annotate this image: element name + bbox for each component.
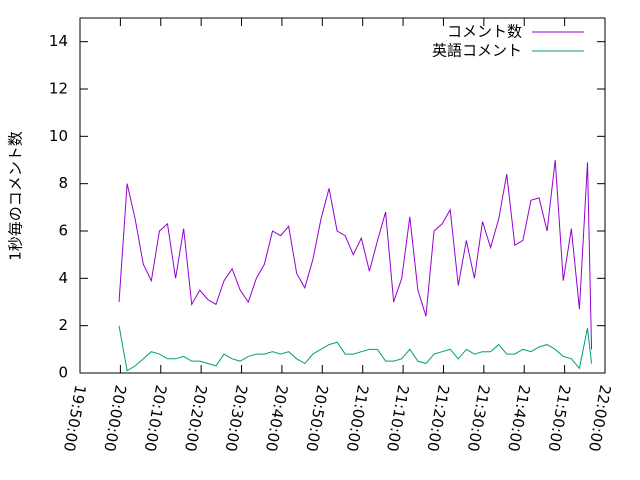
legend-label: 英語コメント <box>432 42 522 60</box>
x-tick-label: 21:30:00 <box>464 384 493 453</box>
x-tick-label: 20:30:00 <box>221 384 250 453</box>
y-tick-label: 2 <box>58 316 68 334</box>
x-tick-label: 21:50:00 <box>545 384 574 453</box>
y-tick-label: 14 <box>49 32 68 50</box>
series-line <box>118 159 593 350</box>
x-tick-label: 20:50:00 <box>302 384 331 453</box>
plot-frame <box>79 17 606 374</box>
y-tick-label: 4 <box>58 269 68 287</box>
x-tick-label: 19:50:00 <box>60 384 89 453</box>
x-tick-label: 21:20:00 <box>423 384 452 453</box>
x-tick-label: 20:00:00 <box>100 384 129 453</box>
x-tick-label: 21:40:00 <box>504 384 533 453</box>
y-tick-label: 8 <box>58 174 68 192</box>
x-tick-label: 21:00:00 <box>343 384 372 453</box>
x-tick-label: 22:00:00 <box>585 384 614 453</box>
y-tick-label: 6 <box>58 222 68 240</box>
x-tick-label: 20:20:00 <box>181 384 210 453</box>
x-tick-label: 20:10:00 <box>141 384 170 453</box>
series-line <box>118 325 593 372</box>
legend-label: コメント数 <box>447 23 522 41</box>
x-tick-label: 20:40:00 <box>262 384 291 453</box>
y-tick-label: 12 <box>49 80 68 98</box>
x-tick-label: 21:10:00 <box>383 384 412 453</box>
y-tick-label: 0 <box>58 364 68 382</box>
y-tick-label: 10 <box>49 127 68 145</box>
y-axis-label: 1秒毎のコメント数 <box>7 131 25 261</box>
